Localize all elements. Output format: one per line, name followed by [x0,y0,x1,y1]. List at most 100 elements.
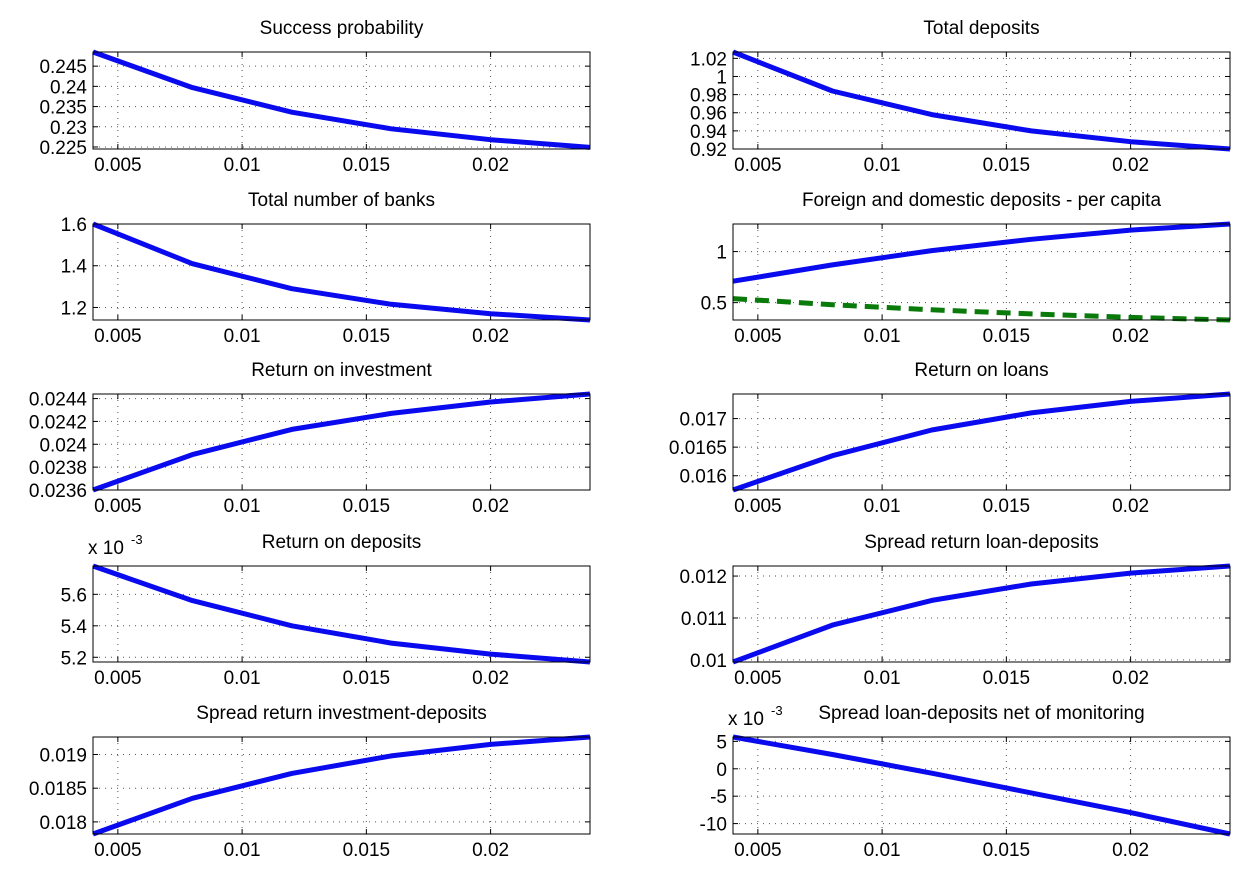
axes-frame [92,51,591,150]
x-tick-label: 0.02 [1112,668,1149,689]
y-tick-label: 0.0244 [29,390,88,411]
plot-area [93,52,590,149]
plot-area [93,737,590,834]
y-tick-label: 1.02 [690,49,727,70]
y-tick-label: -5 [710,787,727,808]
axes-frame [92,223,591,321]
subplot-title: Return on deposits [262,532,422,553]
y-tick-label: 0.92 [690,140,727,161]
subplot-title: Spread return investment-deposits [196,703,486,724]
series-line-0 [732,49,1231,152]
plot-area [733,566,1230,662]
series-line-0 [92,221,591,323]
subplot-title: Total deposits [923,18,1039,39]
subplot-7: 0.005 0.01 0.015 0.02 0.01 0.011 0.012 Spread r… [679,532,1231,689]
y-tick-label: 0 [716,760,727,781]
x-tick-label: 0.02 [1112,326,1149,347]
subplot-3: 0.005 0.01 0.015 0.02 0.5 1 Foreign and domest… [701,190,1231,347]
subplot-title: Return on investment [251,360,432,381]
plot-area [733,52,1230,149]
y-tick-label: 5 [716,732,727,753]
x-tick-label: 0.01 [864,840,901,861]
x-tick-label: 0.01 [864,496,901,517]
y-tick-label: 5.4 [61,617,88,638]
series-line-0 [732,221,1231,284]
subplot-title: Total number of banks [248,190,435,211]
plot-area [93,394,590,490]
x-tick-label: 0.005 [94,668,142,689]
y-tick-label: 0.012 [679,567,727,588]
y-tick-label: 0.0185 [29,779,87,800]
y-tick-label: 0.5 [701,294,727,315]
y-tick-label: 5.2 [61,648,87,669]
y-tick-label: 0.017 [679,410,727,431]
series-line-0 [92,734,591,837]
y-tick-label: 1 [716,67,727,88]
x-tick-label: 0.005 [94,155,142,176]
x-tick-label: 0.005 [734,155,782,176]
x-tick-label: 0.02 [472,155,509,176]
axes-frame [92,565,591,663]
x-tick-label: 0.02 [1112,496,1149,517]
y-tick-label: 0.96 [690,104,727,125]
x-tick-label: 0.01 [864,668,901,689]
x-tick-label: 0.02 [472,668,509,689]
y-tick-label: 0.019 [39,746,87,767]
y-tick-label: 0.0238 [29,458,87,479]
y-tick-label: 0.24 [50,77,87,98]
x-tick-label: 0.015 [343,496,391,517]
x-tick-label: 0.005 [94,840,142,861]
axes-frame [92,393,591,491]
y-tick-label: 0.245 [39,57,87,78]
x-tick-label: 0.015 [983,668,1031,689]
y-tick-label: 0.01 [690,651,727,672]
x-tick-label: 0.015 [343,326,391,347]
x-tick-label: 0.01 [224,668,261,689]
series-line-0 [732,734,1231,837]
x-tick-label: 0.01 [224,326,261,347]
axes-frame [732,223,1231,321]
subplot-5: 0.005 0.01 0.015 0.02 0.016 0.0165 0.017 Return… [669,360,1231,517]
series-line-0 [732,391,1231,493]
plot-area [733,224,1230,320]
plot-area [93,224,590,320]
axes-frame [732,736,1231,835]
subplot-title: Spread return loan-deposits [864,532,1098,553]
series-line-1 [732,296,1231,323]
x-tick-label: 0.005 [734,840,782,861]
subplot-0: 0.005 0.01 0.015 0.02 0.2250.230.2350.240.24… [39,18,591,176]
axis-multiplier-exponent: -3 [131,532,143,547]
subplot-title: Return on loans [914,360,1048,381]
x-tick-label: 0.02 [1112,155,1149,176]
plot-area [93,566,590,662]
subplot-8: 0.005 0.01 0.015 0.02 0.018 0.0185 0.019 Spread… [29,703,591,861]
subplot-title: Spread loan-deposits net of monitoring [818,703,1144,724]
y-tick-label: 0.225 [39,138,87,159]
y-tick-label: 0.016 [679,467,727,488]
y-tick-label: 5.6 [61,585,87,606]
axis-multiplier: x 10 [88,538,124,559]
y-tick-label: 1 [716,243,727,264]
x-tick-label: 0.01 [224,840,261,861]
axes-frame [92,736,591,835]
axis-multiplier: x 10 [728,709,764,730]
subplot-title: Success probability [260,18,424,39]
axes-frame [732,393,1231,491]
y-tick-label: 0.024 [39,435,87,456]
subplot-4: 0.005 0.01 0.015 0.020.02360.02380.0240.024… [29,360,591,517]
y-tick-label: 0.235 [39,98,87,119]
y-tick-label: 0.94 [690,122,727,143]
x-tick-label: 0.005 [734,668,782,689]
series-line-0 [92,49,591,150]
x-tick-label: 0.005 [734,326,782,347]
y-tick-label: 0.018 [39,813,87,834]
y-tick-label: 0.0165 [669,438,727,459]
subplot-9: 0.005 0.01 0.015 0.02 -10 -5 0 5 Spread loan-dep… [700,703,1231,861]
x-tick-label: 0.015 [983,496,1031,517]
axes-frame [732,565,1231,663]
x-tick-label: 0.02 [1112,840,1149,861]
y-tick-label: -10 [700,815,727,836]
y-tick-label: 0.0242 [29,412,87,433]
plot-area [733,394,1230,490]
